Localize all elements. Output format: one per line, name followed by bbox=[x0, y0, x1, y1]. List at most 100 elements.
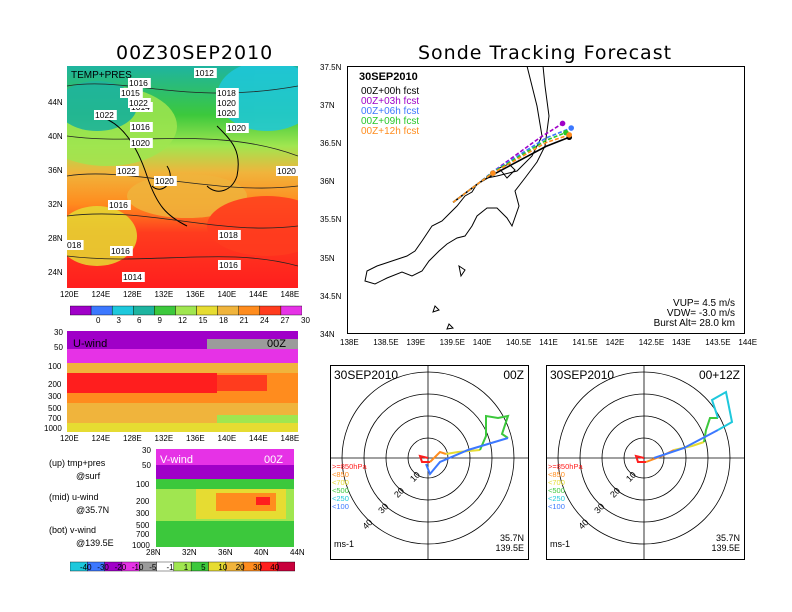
v-wind-y-tick: 30 bbox=[142, 446, 151, 455]
isobar-label: 1022 bbox=[117, 166, 136, 176]
colorbar-label: 10 bbox=[218, 563, 228, 572]
burst-point bbox=[566, 132, 573, 138]
track-stat: VUP= 4.5 m/s bbox=[673, 298, 735, 309]
track-x-tick: 142E bbox=[605, 338, 625, 347]
hodograph-trace bbox=[429, 450, 447, 463]
u-wind-y-tick: 300 bbox=[48, 392, 62, 401]
track-stat: Burst Alt= 28.0 km bbox=[654, 318, 735, 329]
track-y-tick: 36.5N bbox=[320, 139, 342, 148]
hodograph-trace bbox=[425, 437, 509, 476]
colorbar-label: 27 bbox=[280, 316, 290, 325]
isobar-label: 1020 bbox=[131, 138, 150, 148]
colorbar-label: 3 bbox=[116, 316, 121, 325]
u-wind-x-tick: 144E bbox=[249, 434, 268, 443]
u-wind-label: U-wind bbox=[73, 338, 107, 350]
track-y-tick: 35N bbox=[320, 253, 335, 263]
map-x-tick: 136E bbox=[186, 290, 205, 299]
note-mid-2: @35.7N bbox=[76, 505, 110, 515]
isobar-label: 1015 bbox=[121, 88, 140, 98]
track-x-tick: 140E bbox=[472, 338, 492, 347]
hodograph-level: <500 bbox=[332, 486, 349, 495]
colorbar-swatch bbox=[154, 305, 176, 316]
track-date: 30SEP2010 bbox=[359, 71, 418, 83]
colorbar-label: -5 bbox=[149, 563, 157, 572]
burst-point bbox=[559, 120, 566, 127]
map-y-tick: 40N bbox=[48, 132, 63, 141]
u-wind-x-tick: 136E bbox=[186, 434, 205, 443]
colorbar-label: 24 bbox=[260, 316, 269, 325]
track-x-tick: 140.5E bbox=[506, 338, 532, 347]
colorbar-swatch bbox=[280, 305, 302, 316]
v-wind-x-tick: 44N bbox=[290, 548, 305, 557]
map-label: TEMP+PRES bbox=[71, 70, 132, 81]
hodograph-ring-label: 10 bbox=[408, 470, 422, 484]
v-wind-y-tick: 300 bbox=[136, 509, 150, 518]
v-wind-x-tick: 40N bbox=[254, 548, 269, 557]
v-wind-x-tick: 36N bbox=[218, 548, 233, 557]
hodograph-location: 35.7N bbox=[716, 533, 740, 543]
colorbar-swatch bbox=[238, 305, 261, 316]
v-wind-x-tick: 32N bbox=[182, 548, 197, 557]
hodograph-level: <100 bbox=[332, 502, 349, 511]
hodograph-ring-label: 20 bbox=[392, 486, 406, 500]
track-y-tick: 37.5N bbox=[320, 62, 342, 72]
colorbar-label: 18 bbox=[219, 316, 228, 325]
note-up-1: (up) tmp+pres bbox=[49, 458, 106, 468]
colorbar-swatch bbox=[175, 305, 197, 316]
u-wind-y-tick: 100 bbox=[48, 362, 62, 371]
colorbar-label: 9 bbox=[157, 316, 162, 325]
hodograph-trace bbox=[634, 454, 646, 463]
u-wind-x-tick: 140E bbox=[217, 434, 237, 443]
colorbar-label: 12 bbox=[178, 316, 187, 325]
isobar-label: 1020 bbox=[217, 98, 236, 108]
hodograph-time: 00+12Z bbox=[699, 368, 740, 382]
isobar-label: 1016 bbox=[109, 200, 128, 210]
hodograph-level: <100 bbox=[548, 502, 565, 511]
v-wind-y-tick: 50 bbox=[142, 461, 151, 470]
u-wind-x-tick: 120E bbox=[60, 434, 79, 443]
hodograph-date: 30SEP2010 bbox=[550, 368, 614, 382]
map-x-tick: 132E bbox=[154, 290, 174, 299]
hodograph-trace bbox=[418, 454, 430, 463]
u-wind-x-tick: 128E bbox=[123, 434, 142, 443]
note-bot-2: @139.5E bbox=[76, 538, 114, 548]
track-legend-entry: 00Z+03h fcst bbox=[361, 96, 419, 107]
v-wind-y-tick: 100 bbox=[136, 480, 150, 489]
hodograph-ring-label: 30 bbox=[592, 501, 606, 515]
v-wind-section: V-wind 00Z bbox=[156, 449, 294, 547]
hodograph-level: <250 bbox=[548, 494, 565, 503]
hodograph-level: <850 bbox=[548, 470, 565, 479]
isobar-label: 1012 bbox=[195, 68, 214, 78]
v-wind-y-tick: 500 bbox=[136, 521, 150, 530]
colorbar-swatch bbox=[70, 305, 92, 316]
hodograph-trace bbox=[710, 390, 734, 431]
colorbar-label: -30 bbox=[97, 563, 109, 572]
u-wind-y-tick: 500 bbox=[48, 404, 62, 413]
map-y-tick: 36N bbox=[48, 166, 63, 175]
track-y-tick: 34N bbox=[320, 330, 335, 339]
hodograph-ring-label: 30 bbox=[376, 501, 390, 515]
colorbar-swatch bbox=[173, 561, 192, 572]
isobar-label: 1016 bbox=[111, 246, 130, 256]
track-x-tick: 143E bbox=[672, 338, 691, 347]
u-wind-x-tick: 148E bbox=[280, 434, 300, 443]
u-wind-section: U-wind 00Z bbox=[67, 331, 298, 432]
isobar-label: 1020 bbox=[227, 123, 246, 133]
left-title: 00Z30SEP2010 bbox=[116, 42, 274, 64]
track-legend-entry: 00Z+00h fcst bbox=[361, 86, 419, 97]
track-legend-entry: 00Z+06h fcst bbox=[361, 106, 419, 117]
hodograph-trace bbox=[445, 449, 481, 455]
isobar-labels: 1012101610151014101610181020102210201022… bbox=[67, 68, 298, 282]
hodograph-level: >=850hPa bbox=[332, 462, 367, 471]
map-x-tick: 144E bbox=[249, 290, 268, 299]
map-y-tick: 32N bbox=[48, 200, 63, 209]
track-x-tick: 139.5E bbox=[439, 338, 465, 347]
map-x-tick: 120E bbox=[60, 290, 79, 299]
temperature-colorbar bbox=[70, 305, 302, 316]
track-x-tick: 141E bbox=[539, 338, 558, 347]
u-wind-x-tick: 124E bbox=[91, 434, 111, 443]
hodograph-units: ms-1 bbox=[550, 539, 570, 549]
map-y-tick: 44N bbox=[48, 98, 63, 107]
launch-point bbox=[490, 170, 496, 176]
